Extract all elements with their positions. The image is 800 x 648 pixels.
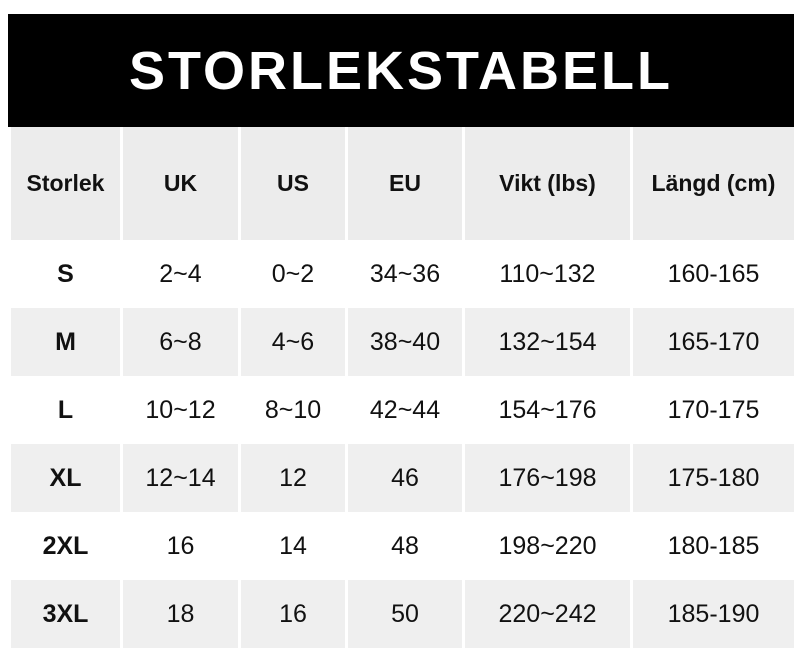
table-row: 2XL 16 14 48 198~220 180-185 [8, 512, 797, 580]
table-cell: 38~40 [345, 308, 465, 376]
table-row: 3XL 18 16 50 220~242 185-190 [8, 580, 797, 648]
table-cell: 12~14 [120, 444, 241, 512]
column-header: Storlek [8, 127, 123, 240]
table-body: S 2~4 0~2 34~36 110~132 160-165 M 6~8 4~6 38~40 13… [8, 240, 797, 648]
size-cell: L [8, 376, 123, 444]
table-cell: 18 [120, 580, 241, 648]
table-cell: 132~154 [462, 308, 633, 376]
table-cell: 0~2 [238, 240, 348, 308]
column-header: Vikt (lbs) [462, 127, 633, 240]
table-cell: 50 [345, 580, 465, 648]
table-cell: 14 [238, 512, 348, 580]
table-cell: 6~8 [120, 308, 241, 376]
table-cell: 180-185 [630, 512, 797, 580]
column-header: UK [120, 127, 241, 240]
header-row: Storlek UK US EU Vikt (lbs) Längd (cm) [8, 127, 797, 240]
table-row: L 10~12 8~10 42~44 154~176 170-175 [8, 376, 797, 444]
table-cell: 154~176 [462, 376, 633, 444]
column-header: EU [345, 127, 465, 240]
table-cell: 175-180 [630, 444, 797, 512]
table-cell: 16 [120, 512, 241, 580]
table-cell: 46 [345, 444, 465, 512]
table-cell: 10~12 [120, 376, 241, 444]
table-head: Storlek UK US EU Vikt (lbs) Längd (cm) [8, 127, 797, 240]
table-cell: 42~44 [345, 376, 465, 444]
table-cell: 34~36 [345, 240, 465, 308]
size-table: Storlek UK US EU Vikt (lbs) Längd (cm) S 2~4 0~… [8, 127, 797, 648]
table-row: M 6~8 4~6 38~40 132~154 165-170 [8, 308, 797, 376]
size-cell: S [8, 240, 123, 308]
table-cell: 176~198 [462, 444, 633, 512]
table-cell: 165-170 [630, 308, 797, 376]
table-cell: 2~4 [120, 240, 241, 308]
table-cell: 185-190 [630, 580, 797, 648]
table-cell: 48 [345, 512, 465, 580]
column-header: Längd (cm) [630, 127, 797, 240]
table-cell: 160-165 [630, 240, 797, 308]
title: STORLEKSTABELL [8, 14, 794, 127]
table-row: XL 12~14 12 46 176~198 175-180 [8, 444, 797, 512]
table-cell: 220~242 [462, 580, 633, 648]
size-cell: 2XL [8, 512, 123, 580]
table-cell: 4~6 [238, 308, 348, 376]
size-cell: M [8, 308, 123, 376]
size-cell: 3XL [8, 580, 123, 648]
column-header: US [238, 127, 348, 240]
table-cell: 170-175 [630, 376, 797, 444]
table-cell: 12 [238, 444, 348, 512]
table-cell: 8~10 [238, 376, 348, 444]
table-cell: 198~220 [462, 512, 633, 580]
size-cell: XL [8, 444, 123, 512]
table-cell: 110~132 [462, 240, 633, 308]
table-cell: 16 [238, 580, 348, 648]
table-row: S 2~4 0~2 34~36 110~132 160-165 [8, 240, 797, 308]
